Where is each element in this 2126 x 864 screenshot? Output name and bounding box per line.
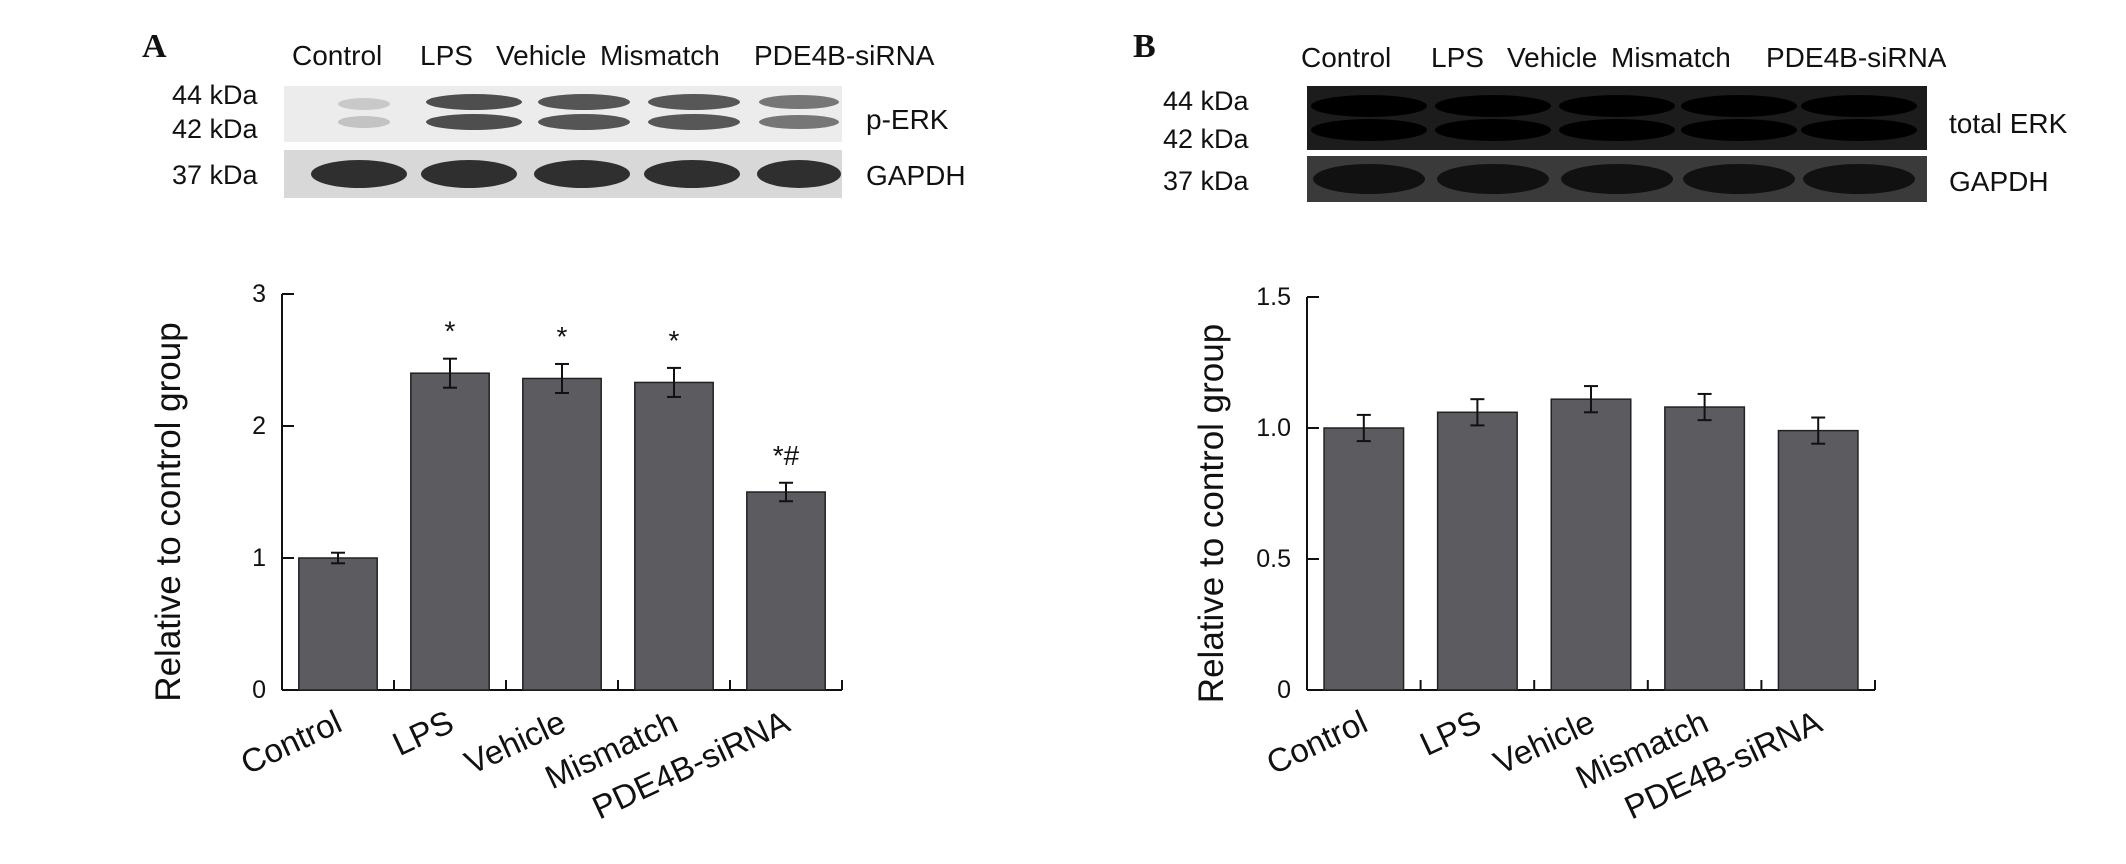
bar xyxy=(522,377,602,691)
panel-b: B Control LPS Vehicle Mismatch PDE4B-siR… xyxy=(1063,0,2126,864)
bar-chart-a: 0123Control*LPS*Vehicle*Mismatch*#PDE4B-… xyxy=(149,280,843,826)
kda-marker: 44 kDa xyxy=(1163,86,1249,116)
blot-target-label: total ERK xyxy=(1949,108,2068,139)
bar xyxy=(1323,427,1405,691)
significance-annotation: *# xyxy=(773,440,800,471)
bar xyxy=(1664,406,1746,691)
y-tick-label: 1 xyxy=(252,544,266,572)
panel-a: A Control LPS Vehicle Mismatch PDE4B-siR… xyxy=(142,28,966,826)
kda-marker: 37 kDa xyxy=(172,160,258,190)
blot-lane-label: LPS xyxy=(420,40,473,71)
bar xyxy=(634,381,714,691)
significance-annotation: * xyxy=(669,325,680,356)
kda-marker: 37 kDa xyxy=(1163,166,1249,196)
panel-letter: A xyxy=(142,28,167,65)
blot-lane-label: PDE4B-siRNA xyxy=(754,40,935,71)
blot-strip-target xyxy=(1307,86,1927,150)
blot-lane-label: Vehicle xyxy=(496,40,587,71)
blot-target-label: p-ERK xyxy=(866,104,949,135)
kda-marker: 42 kDa xyxy=(1163,124,1249,154)
y-axis-label: Relative to control group xyxy=(149,322,188,701)
bar xyxy=(410,372,490,691)
y-tick-label: 0 xyxy=(1277,676,1291,704)
bar xyxy=(1777,429,1859,691)
y-tick-label: 2 xyxy=(252,412,266,440)
bar xyxy=(298,557,378,691)
x-tick-label: Control xyxy=(1261,703,1373,781)
significance-annotation: * xyxy=(557,321,568,352)
panel-letter: B xyxy=(1133,28,1156,65)
bar xyxy=(746,491,826,691)
blot-strip-target xyxy=(284,86,842,142)
blot-lane-label: Mismatch xyxy=(600,40,720,71)
blot-loading-label: GAPDH xyxy=(1949,166,2049,197)
significance-annotation: * xyxy=(445,316,456,347)
blot-loading-label: GAPDH xyxy=(866,160,966,191)
blot-lane-label: PDE4B-siRNA xyxy=(1766,42,1947,73)
x-tick-label: LPS xyxy=(387,703,459,763)
blot-lane-label: LPS xyxy=(1431,42,1484,73)
kda-marker: 44 kDa xyxy=(172,80,258,110)
blot-strip-loading xyxy=(284,150,842,198)
kda-marker: 42 kDa xyxy=(172,114,258,144)
y-tick-label: 0.5 xyxy=(1256,545,1291,573)
blot-lane-label: Vehicle xyxy=(1507,42,1598,73)
x-tick-label: Control xyxy=(235,703,347,781)
y-tick-label: 3 xyxy=(252,280,266,308)
blot-lane-label: Mismatch xyxy=(1611,42,1731,73)
blot-strip-loading xyxy=(1307,156,1927,202)
bar xyxy=(1436,411,1518,691)
x-tick-label: LPS xyxy=(1414,703,1486,763)
y-tick-label: 1.5 xyxy=(1256,283,1291,311)
blot-lane-label: Control xyxy=(292,40,383,71)
y-tick-label: 0 xyxy=(252,676,266,704)
blot-lane-label: Control xyxy=(1301,42,1392,73)
y-axis-label: Relative to control group xyxy=(1192,324,1231,703)
bar xyxy=(1550,398,1632,691)
y-tick-label: 1.0 xyxy=(1256,414,1291,442)
